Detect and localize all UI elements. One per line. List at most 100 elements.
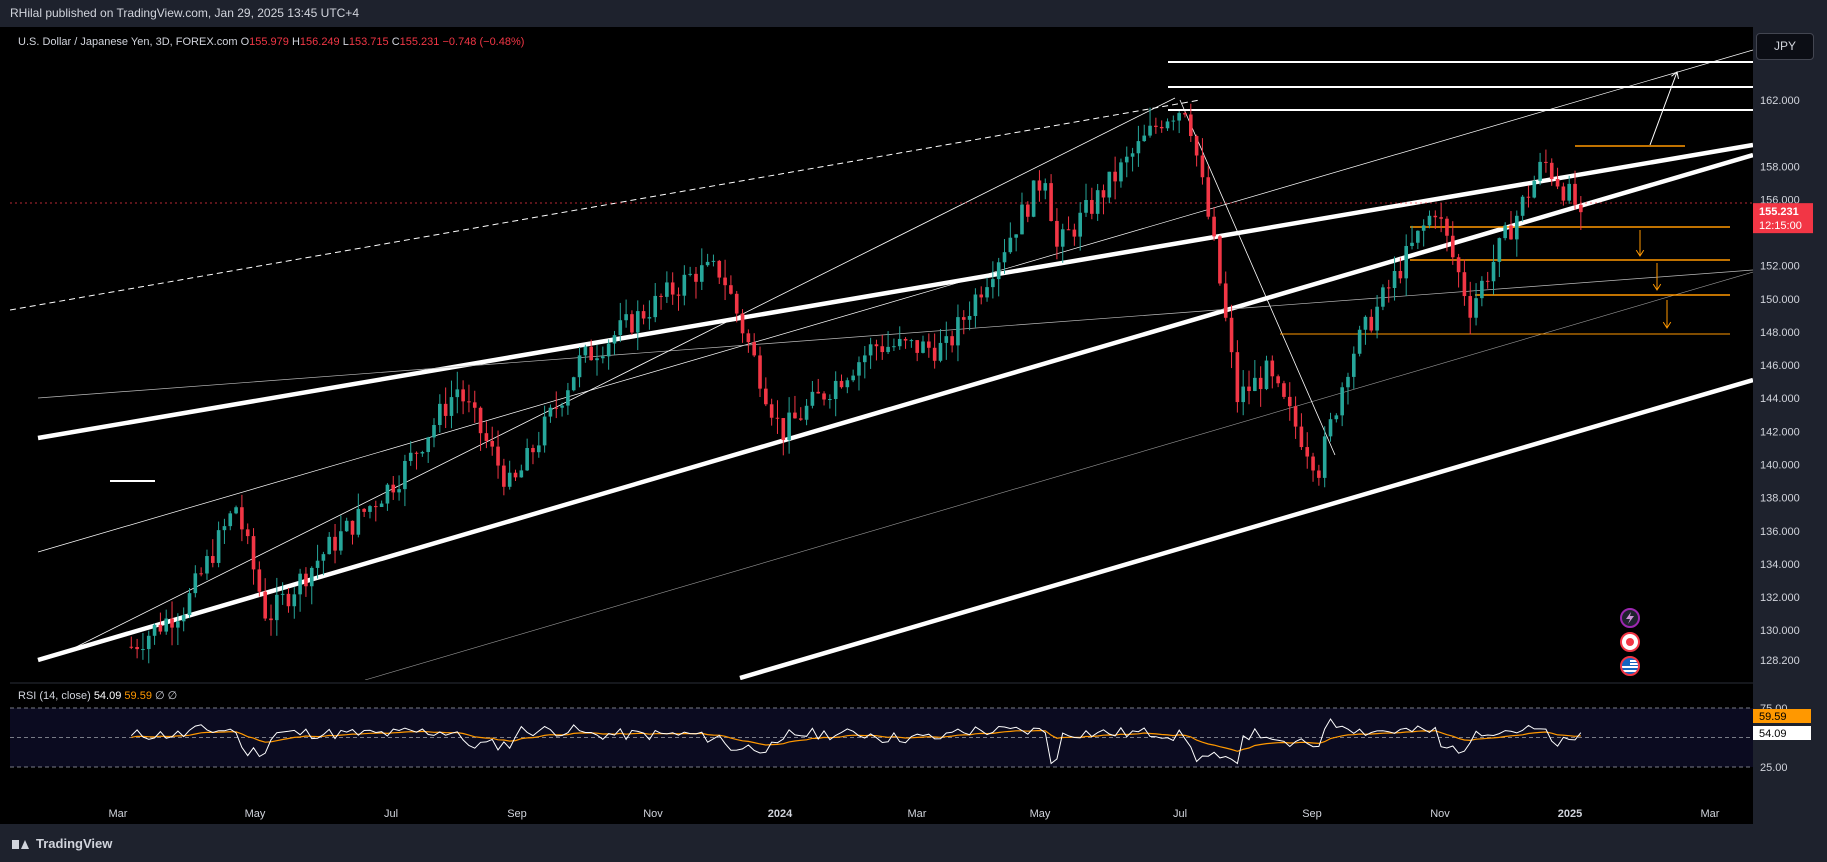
candle	[1485, 271, 1490, 289]
currency-button[interactable]: JPY	[1756, 33, 1814, 60]
candle	[1357, 325, 1362, 357]
candle-body	[1561, 186, 1566, 201]
us-flag-icon[interactable]	[1620, 656, 1640, 676]
candle-body	[344, 520, 349, 532]
candle-body	[862, 355, 867, 363]
candle	[1299, 413, 1304, 450]
candle-body	[1346, 376, 1350, 388]
candle	[315, 544, 320, 579]
candle-body	[240, 507, 244, 530]
candle-body	[676, 294, 681, 296]
candle	[1223, 271, 1228, 322]
time-tick-label: Nov	[1430, 808, 1450, 820]
candle-body	[158, 624, 163, 632]
candle	[915, 340, 919, 362]
lightning-icon[interactable]	[1620, 608, 1640, 628]
candle-body	[280, 593, 285, 595]
candle-body	[309, 567, 314, 587]
candle	[426, 436, 430, 463]
candle-body	[665, 282, 669, 297]
candle-body	[216, 530, 221, 563]
candle	[1282, 380, 1286, 400]
candle-body	[630, 314, 634, 333]
price-scale-panel[interactable]	[1753, 27, 1827, 824]
candle	[1456, 253, 1461, 288]
candle-body	[612, 335, 617, 344]
candle-body	[1241, 386, 1246, 403]
candle-body	[921, 341, 925, 353]
candle	[472, 390, 477, 423]
candle	[1287, 382, 1292, 421]
chart-pane[interactable]	[10, 27, 1753, 824]
candle-body	[245, 529, 250, 537]
candle	[1375, 295, 1379, 339]
candle	[612, 330, 617, 355]
candle	[606, 339, 611, 370]
high-label: H	[291, 36, 300, 48]
tradingview-logo[interactable]: TradingView	[12, 836, 112, 851]
candle-body	[129, 646, 134, 648]
candle	[630, 310, 634, 335]
candle-body	[909, 340, 914, 342]
candle	[758, 346, 762, 398]
target-icon[interactable]	[1620, 632, 1640, 652]
low-label: L	[342, 36, 349, 48]
close-value: 155.231	[399, 36, 440, 48]
decline-trend-line	[1179, 99, 1336, 456]
candle	[554, 391, 559, 419]
channel-lower-line	[739, 377, 1753, 680]
candle-body	[606, 343, 611, 357]
candle-body	[740, 313, 745, 334]
candle-body	[1549, 162, 1554, 180]
candle	[193, 565, 198, 598]
candle	[1078, 202, 1082, 251]
candle	[1462, 259, 1467, 306]
candle	[886, 331, 890, 354]
candle-body	[798, 418, 803, 420]
candle	[1072, 223, 1077, 246]
price-tick-label: 146.000	[1760, 360, 1800, 372]
candle-body	[1369, 316, 1374, 331]
candle	[932, 333, 937, 369]
candle-body	[403, 460, 407, 490]
candle	[734, 290, 739, 323]
rsi-legend: RSI (14, close) 54.09 59.59 ∅ ∅	[18, 689, 177, 702]
candle-body	[1031, 180, 1036, 217]
candle-body	[793, 412, 797, 419]
price-tick-label: 158.000	[1760, 161, 1800, 173]
close-label: C	[391, 36, 400, 48]
candle	[327, 532, 332, 555]
candle-body	[1287, 396, 1292, 407]
candle	[502, 458, 506, 496]
candle-body	[618, 320, 623, 336]
candle-body	[1113, 171, 1117, 182]
candle	[490, 426, 495, 456]
candle	[699, 248, 704, 291]
rsi-label: RSI (14, close)	[18, 690, 91, 702]
candle	[432, 418, 436, 448]
candle-body	[723, 277, 727, 286]
candle	[1421, 219, 1426, 247]
candle	[618, 302, 623, 343]
candle	[1177, 111, 1181, 134]
candle	[292, 587, 297, 619]
candle	[787, 397, 791, 454]
candle-body	[1025, 204, 1030, 217]
candle	[1532, 175, 1537, 199]
candle-body	[1386, 287, 1391, 289]
candle	[414, 451, 419, 470]
candle	[1241, 370, 1246, 416]
symbol-legend: U.S. Dollar / Japanese Yen, 3D, FOREX.co…	[18, 36, 524, 48]
candle	[764, 377, 768, 407]
time-tick-label: May	[245, 808, 266, 820]
candle	[222, 518, 227, 544]
candle-body	[1555, 179, 1560, 187]
candle	[1154, 117, 1158, 134]
candle	[1218, 235, 1222, 286]
candle-body	[397, 489, 401, 493]
price-tick-label: 162.000	[1760, 95, 1800, 107]
candle	[1520, 194, 1525, 222]
change-value: −0.748 (−0.48%)	[442, 36, 525, 48]
rsi-line	[130, 718, 1582, 765]
